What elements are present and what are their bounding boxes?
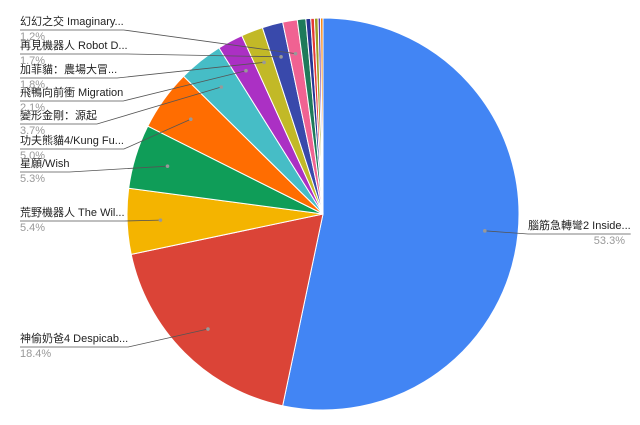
slice-value-label: 18.4% <box>20 348 51 360</box>
slice-value-label: 1.7% <box>20 55 45 67</box>
leader-dot <box>293 51 298 56</box>
slice-value-label: 53.3% <box>594 235 625 247</box>
slice-label: 幻幻之交 Imaginary... <box>20 14 124 28</box>
leader-dot <box>206 327 210 331</box>
leader-line <box>484 230 631 235</box>
leader-dot <box>165 164 170 168</box>
leader-dot <box>158 218 163 222</box>
pie-slice <box>130 213 324 407</box>
slice-value-label: 2.1% <box>20 102 45 114</box>
leader-line <box>20 29 296 55</box>
slice-label: 荒野機器人 The Wil... <box>20 205 125 219</box>
slice-label: 功夫熊貓4/Kung Fu... <box>20 133 124 147</box>
slice-value-label: 1.2% <box>20 31 45 43</box>
slice-value-label: 5.0% <box>20 150 45 162</box>
leader-line <box>20 118 191 150</box>
pie-slice <box>320 17 324 215</box>
slice-label: 加菲貓：農場大冒... <box>20 62 117 76</box>
leader-dot <box>188 117 193 122</box>
slice-value-label: 3.7% <box>20 125 45 137</box>
leader-dot <box>279 55 283 59</box>
slice-label: 再見機器人 Robot D... <box>20 38 128 52</box>
slice-label: 神偷奶爸4 Despicab... <box>20 331 128 345</box>
slice-label: 飛鴨向前衝 Migration <box>20 85 123 99</box>
leader-dot <box>219 85 224 89</box>
leader-dot <box>483 229 487 233</box>
leader-line <box>20 219 161 222</box>
leader-line <box>20 165 168 173</box>
leader-line <box>20 53 282 58</box>
leader-line <box>20 61 265 79</box>
slice-label: 星願/Wish <box>20 157 70 170</box>
leader-dot <box>244 68 248 73</box>
leader-line <box>20 70 247 102</box>
slice-value-label: 5.4% <box>20 222 45 234</box>
leader-line <box>20 328 209 348</box>
leader-dot <box>262 60 266 65</box>
slice-label: 變形金剛：源起 <box>20 108 97 122</box>
pie-slice <box>282 17 520 411</box>
slice-value-label: 1.8% <box>20 79 45 91</box>
leader-line <box>20 86 222 125</box>
slice-value-label: 5.3% <box>20 173 45 185</box>
slice-label: 腦筋急轉彎2 Inside... <box>528 218 631 232</box>
